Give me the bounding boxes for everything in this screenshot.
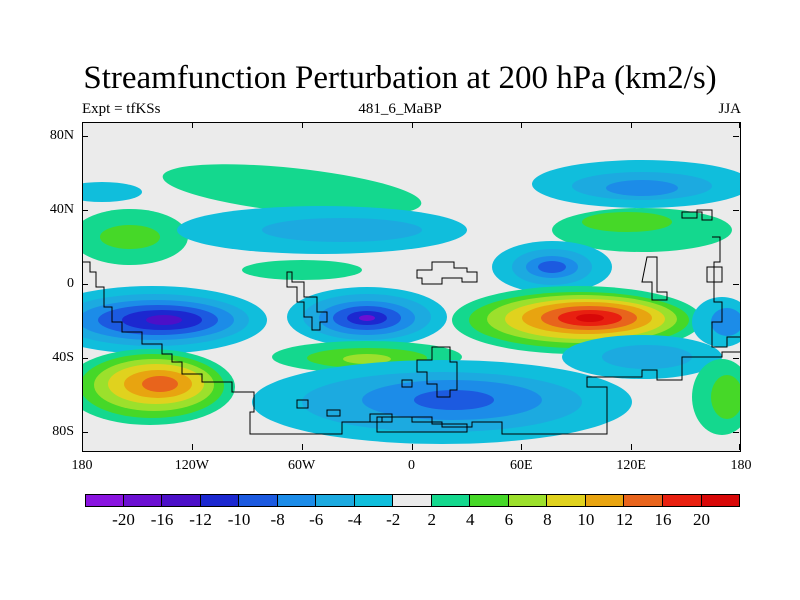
- streamfunction-field: [82, 122, 741, 452]
- colorbar-box: [85, 494, 124, 507]
- x-tick-mark: [301, 122, 303, 128]
- colorbar-label: -10: [227, 510, 251, 529]
- x-tick-mark: [631, 444, 633, 450]
- map-plot-area: [82, 122, 741, 452]
- x-tick-mark: [521, 122, 523, 128]
- colorbar-box: [508, 494, 548, 507]
- y-tick-label: 40S: [52, 350, 74, 365]
- colorbar-label: 10: [577, 510, 595, 529]
- colorbar-label: 2: [427, 510, 437, 529]
- colorbar-box: [200, 494, 240, 507]
- x-tick-mark: [411, 122, 413, 128]
- y-tick-mark: [733, 210, 739, 211]
- x-tick-mark: [411, 444, 413, 450]
- y-tick-label: 0: [67, 276, 74, 291]
- y-tick-mark: [733, 136, 739, 137]
- experiment-label: Expt = tfKSs: [82, 101, 161, 117]
- colorbar-label: -20: [112, 510, 135, 529]
- x-tick-label: 180: [71, 458, 93, 473]
- colorbar-box: [316, 494, 355, 507]
- x-tick-mark: [82, 444, 83, 450]
- colorbar-label: -4: [347, 510, 362, 529]
- y-tick-label: 80S: [52, 424, 74, 439]
- x-tick-mark: [631, 122, 633, 128]
- y-tick-mark: [733, 358, 739, 359]
- colorbar-label: -16: [150, 510, 174, 529]
- y-tick-mark: [82, 358, 88, 359]
- colorbar-label: -12: [189, 510, 212, 529]
- colorbar-label: 12: [615, 510, 633, 529]
- colorbar-box: [585, 494, 625, 507]
- x-tick-mark: [301, 444, 303, 450]
- colorbar-box: [431, 494, 471, 507]
- colorbar-box: [123, 494, 163, 507]
- y-tick-label: 40N: [49, 202, 74, 217]
- case-label: 481_6_MaBP: [358, 101, 442, 117]
- x-tick-label: 120W: [174, 458, 209, 473]
- y-tick-label: 80N: [49, 128, 74, 143]
- y-tick-mark: [82, 210, 88, 211]
- coastline-outlines: [82, 209, 741, 435]
- colorbar-box: [624, 494, 663, 507]
- colorbar: [85, 494, 741, 507]
- colorbar-box: [701, 494, 741, 507]
- contour-fills: [82, 160, 741, 444]
- colorbar-box: [393, 494, 432, 507]
- colorbar-label: -2: [386, 510, 401, 529]
- colorbar-label: 16: [654, 510, 672, 529]
- y-tick-mark: [82, 136, 88, 137]
- colorbar-label: 4: [466, 510, 475, 529]
- x-tick-mark: [82, 122, 83, 128]
- x-tick-mark: [191, 122, 193, 128]
- x-tick-mark: [739, 122, 740, 128]
- colorbar-box: [662, 494, 702, 507]
- colorbar-box: [470, 494, 509, 507]
- y-tick-mark: [82, 284, 88, 285]
- x-tick-label: 60W: [288, 458, 316, 473]
- x-tick-label: 0: [408, 458, 415, 473]
- colorbar-label: -8: [270, 510, 285, 529]
- colorbar-box: [547, 494, 586, 507]
- x-tick-mark: [191, 444, 193, 450]
- season-label: JJA: [718, 101, 741, 117]
- colorbar-label: 6: [504, 510, 514, 529]
- colorbar-box: [239, 494, 278, 507]
- x-tick-mark: [521, 444, 523, 450]
- colorbar-label: 8: [543, 510, 552, 529]
- y-tick-mark: [733, 284, 739, 285]
- x-tick-label: 120E: [616, 458, 646, 473]
- colorbar-box: [162, 494, 201, 507]
- colorbar-box: [277, 494, 317, 507]
- x-tick-mark: [739, 444, 740, 450]
- y-tick-mark: [733, 432, 739, 433]
- colorbar-label: -6: [309, 510, 324, 529]
- map-title: Streamfunction Perturbation at 200 hPa (…: [83, 60, 717, 96]
- y-tick-mark: [82, 432, 88, 433]
- colorbar-label: 20: [692, 510, 710, 529]
- colorbar-box: [354, 494, 394, 507]
- x-tick-label: 180: [730, 458, 752, 473]
- x-tick-label: 60E: [510, 458, 533, 473]
